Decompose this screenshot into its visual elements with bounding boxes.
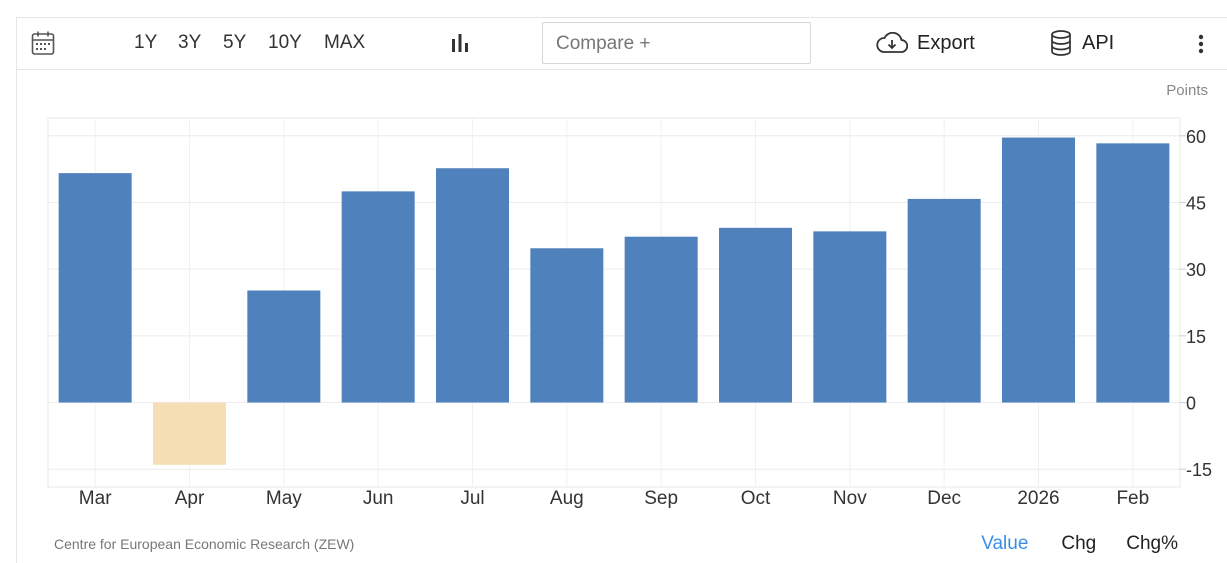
cloud-download-icon (876, 32, 908, 53)
database-icon (1051, 30, 1071, 56)
x-tick-label: Nov (833, 488, 867, 509)
tab-chg[interactable]: Chg (1061, 533, 1097, 554)
x-tick-label: Feb (1116, 488, 1149, 509)
y-tick-label: 30 (1186, 260, 1206, 280)
x-tick-label: Sep (644, 488, 678, 509)
tab-value[interactable]: Value (981, 533, 1029, 554)
chart-frame (16, 17, 1227, 563)
export-button[interactable]: Export (876, 30, 975, 56)
tab-chg-percent[interactable]: Chg% (1126, 533, 1178, 554)
bar (530, 248, 604, 403)
bar (436, 168, 509, 403)
x-tick-label: Aug (550, 488, 584, 509)
range-max-button[interactable]: MAX (324, 32, 366, 53)
range-5y-button[interactable]: 5Y (223, 32, 247, 53)
bar (247, 290, 321, 403)
y-tick-label: 45 (1186, 193, 1206, 213)
api-label: API (1082, 31, 1115, 54)
bar (153, 402, 226, 465)
x-tick-label: Oct (741, 488, 771, 509)
bar-chart-icon[interactable] (450, 33, 470, 53)
calendar-icon[interactable] (31, 30, 55, 56)
bar (719, 227, 792, 403)
bar (1002, 137, 1075, 403)
x-tick-label: Jul (460, 488, 484, 509)
x-tick-label: Mar (79, 488, 112, 509)
y-tick-label: 15 (1186, 327, 1206, 347)
y-tick-label: 0 (1186, 394, 1196, 414)
export-label: Export (917, 31, 975, 54)
bar (907, 198, 981, 403)
y-tick-label: -15 (1186, 460, 1212, 480)
bar (58, 173, 132, 403)
range-10y-button[interactable]: 10Y (268, 32, 302, 53)
range-1y-button[interactable]: 1Y (134, 32, 158, 53)
value-tabs: Value Chg Chg% (981, 533, 1178, 555)
compare-input[interactable]: Compare + (542, 22, 811, 64)
chart-toolbar: 1Y 3Y 5Y 10Y MAX Compare + Export API (16, 17, 1227, 70)
bar (341, 191, 415, 403)
range-3y-button[interactable]: 3Y (178, 32, 202, 53)
bar (1096, 143, 1170, 403)
bar (813, 231, 887, 403)
more-vertical-icon[interactable] (1191, 33, 1211, 55)
plot-area (47, 117, 1181, 488)
y-axis-unit-label: Points (1166, 82, 1208, 99)
x-tick-label: May (266, 488, 302, 509)
x-tick-label: Apr (175, 488, 205, 509)
x-tick-label: Dec (927, 488, 961, 509)
x-tick-label: Jun (363, 488, 394, 509)
bar (624, 236, 698, 403)
api-button[interactable]: API (1050, 29, 1114, 57)
x-tick-label: 2026 (1017, 488, 1059, 509)
y-tick-label: 60 (1186, 127, 1206, 147)
source-label: Centre for European Economic Research (Z… (54, 536, 355, 552)
